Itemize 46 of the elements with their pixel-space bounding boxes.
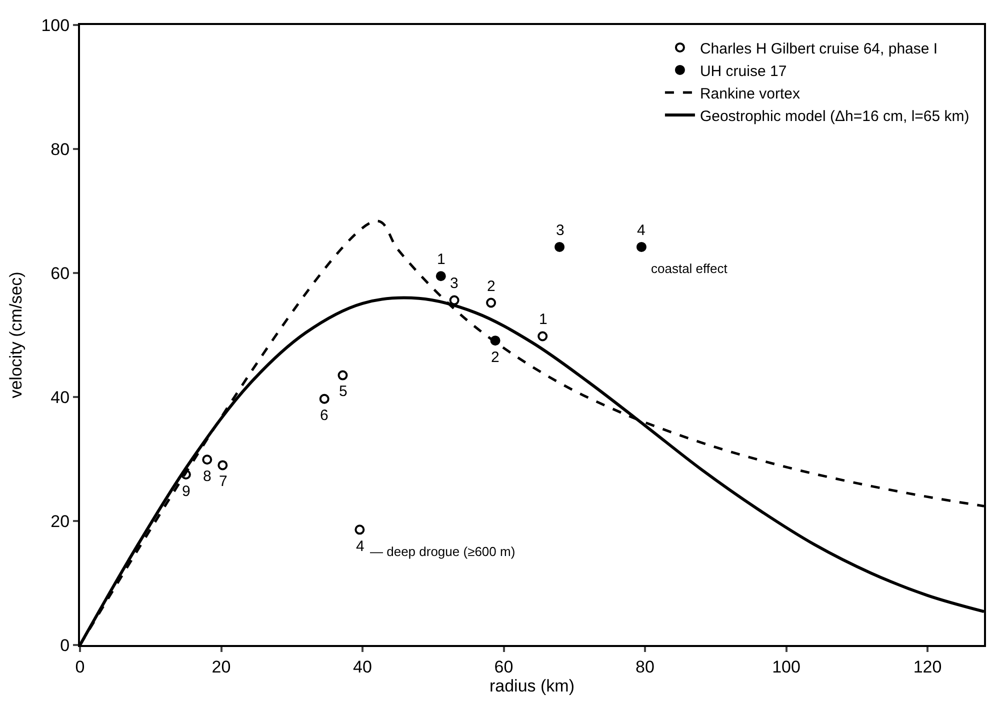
x-tick-label: 20 [212, 657, 231, 676]
y-tick-label: 0 [60, 636, 70, 655]
x-tick-label: 100 [772, 657, 800, 676]
point [436, 271, 446, 282]
x-tick-label: 60 [494, 657, 514, 676]
annotation: coastal effect [651, 261, 728, 276]
annotation: 9 [182, 483, 190, 500]
annotation: 2 [491, 349, 500, 366]
point [180, 470, 191, 480]
annotation: 2 [487, 278, 496, 295]
point [449, 295, 460, 306]
point [202, 454, 212, 465]
y-tick-label: 60 [50, 264, 70, 283]
x-tick-label: 40 [353, 657, 372, 676]
legend-label: Charles H Gilbert cruise 64, phase I [700, 40, 938, 58]
annotation: — deep drogue (≥600 m) [370, 544, 516, 559]
legend-label: Geostrophic model (Δh=16 cm, l=65 km) [700, 108, 970, 125]
legend-label: UH cruise 17 [700, 62, 787, 80]
point [538, 331, 548, 342]
annotation: 5 [339, 383, 348, 400]
point [486, 298, 496, 308]
annotation: 3 [556, 222, 564, 239]
x-axis-title: radius (km) [489, 676, 575, 696]
point [554, 242, 565, 252]
annotation: 4 [356, 538, 364, 555]
annotation: 8 [203, 468, 212, 485]
point [354, 524, 365, 535]
point [636, 242, 646, 252]
point [338, 370, 348, 380]
point [319, 394, 330, 404]
point [218, 460, 228, 470]
annotation: 7 [219, 473, 228, 490]
annotation: 1 [437, 251, 446, 268]
y-tick-label: 40 [50, 388, 70, 407]
y-axis-title: velocity (cm/sec) [6, 272, 26, 398]
y-tick-label: 100 [41, 16, 70, 35]
legend-label: Rankine vortex [700, 85, 801, 102]
x-tick-label: 80 [636, 657, 654, 676]
x-tick-label: 0 [75, 657, 85, 676]
annotation: 4 [637, 222, 646, 239]
annotation: 3 [450, 275, 458, 292]
x-tick-label: 120 [913, 657, 942, 676]
y-tick-label: 80 [50, 140, 70, 159]
y-tick-label: 20 [50, 512, 70, 531]
annotation: 6 [320, 407, 328, 424]
annotation: 1 [539, 311, 548, 328]
